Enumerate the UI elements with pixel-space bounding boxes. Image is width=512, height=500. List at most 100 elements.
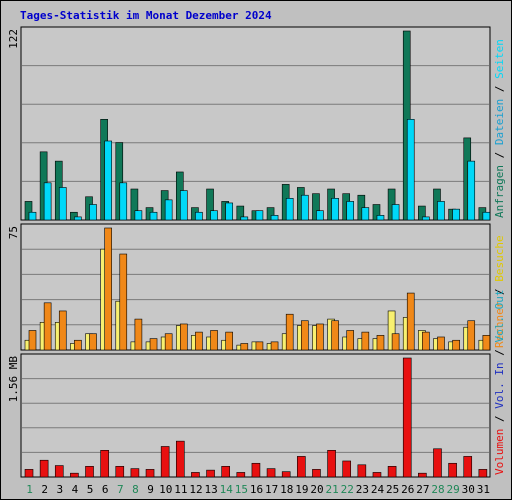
legend-entry: / [493, 145, 506, 165]
bar-seiten [346, 201, 355, 221]
y-max-label: 75 [7, 226, 20, 239]
bar-seiten [58, 187, 67, 221]
x-tick-label: 27 [416, 483, 429, 496]
bar-rechner [240, 343, 249, 351]
bar-rechner [58, 310, 67, 351]
bar-seiten [331, 198, 339, 221]
legend-entry: Seiten [493, 39, 506, 79]
legend-top: Anfragen / Dateien / Seiten [493, 39, 506, 218]
x-tick-label: 1 [26, 483, 33, 496]
bar-rechner [43, 302, 52, 351]
bar-volumen [327, 450, 336, 478]
bar-volumen [236, 472, 246, 478]
x-tick-label: 30 [462, 483, 475, 496]
x-tick-label: 29 [447, 483, 460, 496]
bar-seiten [376, 215, 385, 221]
bar-volumen [175, 440, 185, 478]
bar-anfragen [312, 193, 320, 221]
bar-anfragen [206, 188, 214, 221]
bar-rechner [255, 341, 264, 351]
bar-volumen [160, 446, 170, 478]
bar-volumen [206, 469, 215, 478]
bar-seiten [225, 202, 233, 221]
x-tick-label: 16 [250, 483, 263, 496]
bar-volumen [433, 448, 442, 478]
legend-entry: Volumen [493, 429, 506, 475]
bar-seiten [134, 210, 143, 221]
bar-volumen [54, 465, 64, 478]
legend-middle: Rechner / Besuche [493, 235, 506, 348]
bar-anfragen [70, 211, 78, 221]
bar-seiten [104, 140, 112, 221]
bar-rechner [301, 320, 309, 351]
bar-volumen [39, 459, 49, 478]
bar-anfragen [266, 207, 275, 221]
bar-seiten [149, 211, 158, 221]
bar-rechner [361, 331, 370, 351]
bar-seiten [43, 182, 52, 221]
bar-volumen [145, 469, 155, 478]
bar-seiten [467, 160, 476, 221]
bar-seiten [406, 119, 415, 221]
bar-rechner [331, 320, 339, 351]
x-tick-label: 23 [356, 483, 369, 496]
bar-rechner [422, 331, 430, 351]
x-tick-label: 6 [102, 483, 109, 496]
bar-seiten [361, 207, 370, 221]
panel-3 [20, 353, 491, 478]
bar-anfragen [372, 204, 381, 221]
bar-rechner [164, 333, 173, 351]
bar-rechner [89, 333, 97, 351]
bar-volumen [478, 469, 488, 478]
x-tick-label: 5 [87, 483, 94, 496]
legend-entry: Dateien [493, 99, 506, 145]
bar-anfragen [236, 205, 245, 221]
bar-seiten [316, 210, 324, 221]
bar-volumen [266, 468, 276, 478]
bar-rechner [28, 330, 37, 351]
legend-entry: / [493, 79, 506, 99]
bar-volumen [387, 466, 397, 478]
bar-rechner [74, 339, 82, 351]
bar-volumen [221, 466, 230, 478]
x-tick-label: 31 [477, 483, 490, 496]
x-tick-label: 24 [371, 483, 385, 496]
legend-entry: / [493, 282, 506, 302]
bar-anfragen [115, 142, 124, 221]
bar-volumen [297, 456, 306, 478]
bar-rechner [134, 318, 143, 351]
bar-rechner [346, 330, 355, 351]
x-tick-label: 8 [132, 483, 139, 496]
legend-entry: Anfragen [493, 165, 506, 218]
bar-seiten [482, 211, 491, 221]
bar-volumen [70, 472, 79, 478]
bar-volumen [312, 469, 321, 478]
bar-seiten [89, 204, 97, 221]
bar-seiten [119, 182, 128, 221]
bar-seiten [179, 190, 188, 221]
legend-entry: / [493, 409, 506, 429]
bar-anfragen [24, 201, 33, 221]
x-tick-label: 15 [235, 483, 248, 496]
bar-seiten [301, 194, 309, 221]
x-tick-label: 11 [174, 483, 187, 496]
bar-seiten [285, 198, 294, 221]
bar-volumen [463, 456, 473, 478]
legend-entry: Vol. In [493, 362, 506, 408]
bar-rechner [179, 323, 188, 351]
x-tick-label: 13 [204, 483, 217, 496]
x-tick-label: 14 [220, 483, 234, 496]
bar-volumen [372, 472, 382, 478]
bar-seiten [240, 216, 249, 221]
x-tick-label: 21 [326, 483, 339, 496]
legend-entry: Vol. Out [493, 290, 506, 343]
bar-rechner [391, 333, 400, 351]
bar-rechner [285, 313, 294, 351]
legend-entry: Rechner [493, 301, 506, 348]
bar-rechner [482, 335, 491, 351]
bar-volumen [281, 471, 291, 478]
bar-anfragen [130, 188, 139, 221]
x-tick-label: 25 [386, 483, 399, 496]
bar-rechner [406, 292, 415, 351]
